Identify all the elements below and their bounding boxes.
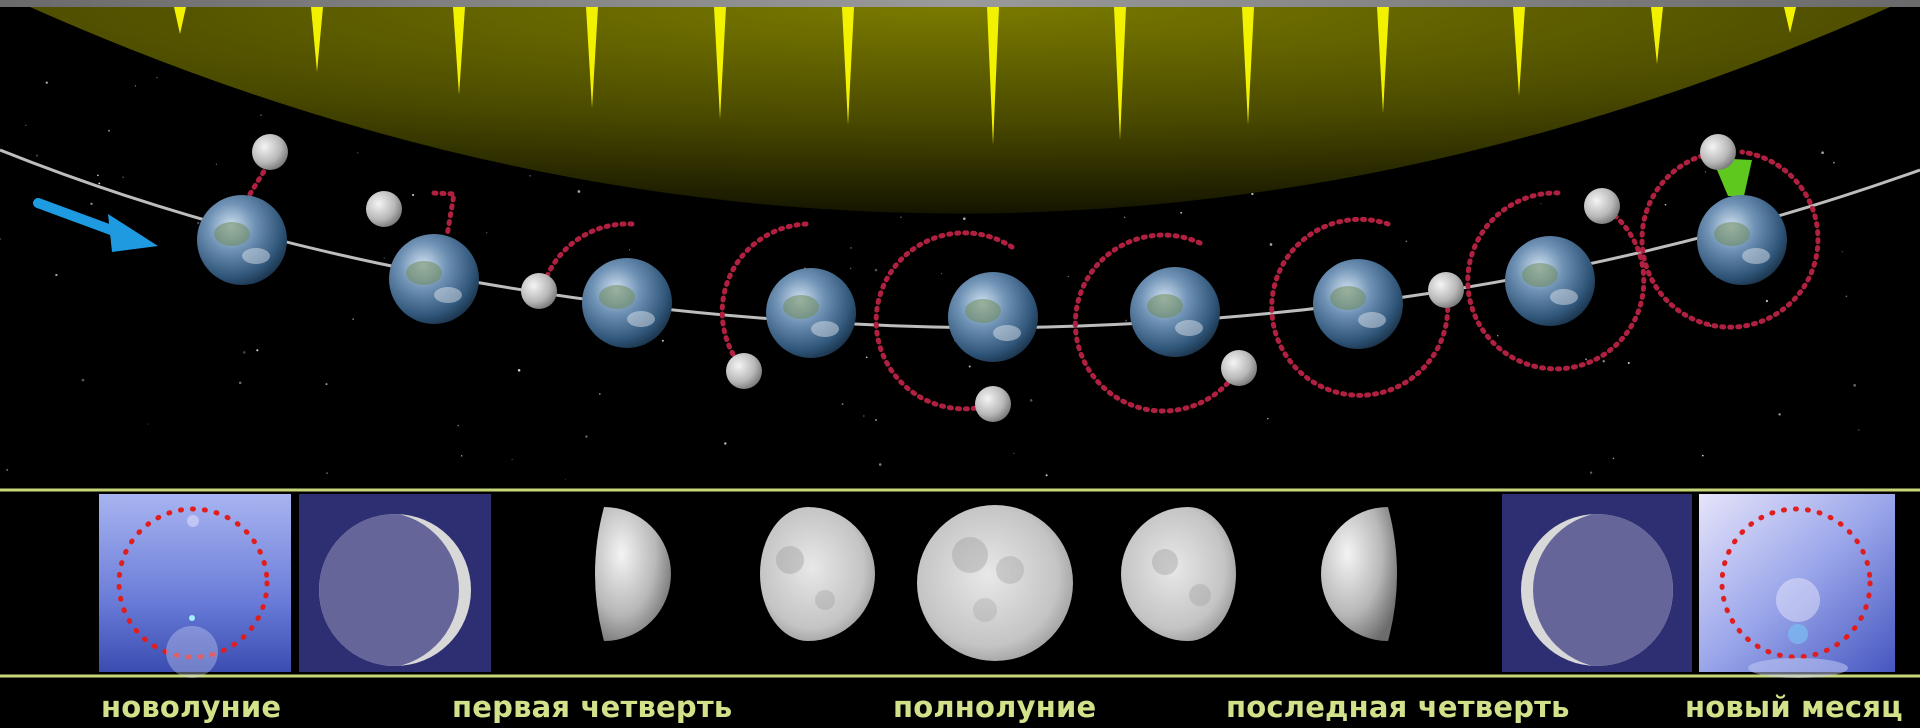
phase-panel-last-quarter	[1321, 507, 1397, 641]
moon-orbit-arc	[1072, 232, 1242, 414]
earth-globe-icon	[1130, 267, 1220, 357]
earth-globe-icon	[582, 258, 672, 348]
phase-panel-waning-gibbous	[1121, 507, 1236, 641]
moon-orbit-arcs	[247, 149, 1821, 414]
earth-globe-icon	[1697, 195, 1787, 285]
label-first-quarter: первая четверть	[452, 690, 733, 724]
phase-panel-waxing-gibbous	[760, 507, 875, 641]
label-full-moon: полнолуние	[893, 690, 1097, 724]
earth-globe-icon	[948, 272, 1038, 362]
moon-orbit-arc	[1639, 149, 1821, 330]
label-new-moon: новолуние	[101, 690, 282, 724]
moon-orbit-arc	[719, 221, 809, 374]
phase-panel-waxing-crescent	[299, 494, 491, 672]
moon-sphere-icon	[1584, 188, 1620, 224]
label-last-quarter: последная четверть	[1226, 690, 1570, 724]
earth-globe-icon	[197, 195, 287, 285]
blue-arrow-icon	[33, 198, 158, 252]
earth-globe-icon	[1505, 236, 1595, 326]
phase-panel-waning-crescent	[1502, 494, 1692, 672]
top-strip	[0, 0, 1920, 7]
sun-rays	[174, 7, 1796, 145]
moon-orbit-arc	[1465, 190, 1647, 372]
moon-sphere-icon	[366, 191, 402, 227]
earth-moon-positions	[197, 134, 1787, 422]
sun-glow	[30, 7, 1890, 214]
label-new-month: новый месяц	[1685, 690, 1903, 724]
phase-panel-new-moon	[99, 494, 291, 678]
moon-sphere-icon	[252, 134, 288, 170]
moon-sphere-icon	[1700, 134, 1736, 170]
moon-sphere-icon	[975, 386, 1011, 422]
moon-orbit-arc	[431, 190, 457, 239]
moon-sphere-icon	[521, 273, 557, 309]
phase-panel-new-month	[1699, 494, 1895, 678]
moon-sphere-icon	[1221, 350, 1257, 386]
moon-orbit-arc	[247, 165, 269, 197]
moon-sphere-icon	[726, 353, 762, 389]
phase-panel-first-quarter	[595, 507, 671, 641]
earth-globe-icon	[1313, 259, 1403, 349]
phase-panel-full-moon	[917, 505, 1073, 661]
moon-orbit-arc	[1269, 216, 1451, 398]
earth-globe-icon	[389, 234, 479, 324]
moon-orbit-arc	[873, 230, 1015, 412]
moon-sphere-icon	[1428, 272, 1464, 308]
earth-globe-icon	[766, 268, 856, 358]
